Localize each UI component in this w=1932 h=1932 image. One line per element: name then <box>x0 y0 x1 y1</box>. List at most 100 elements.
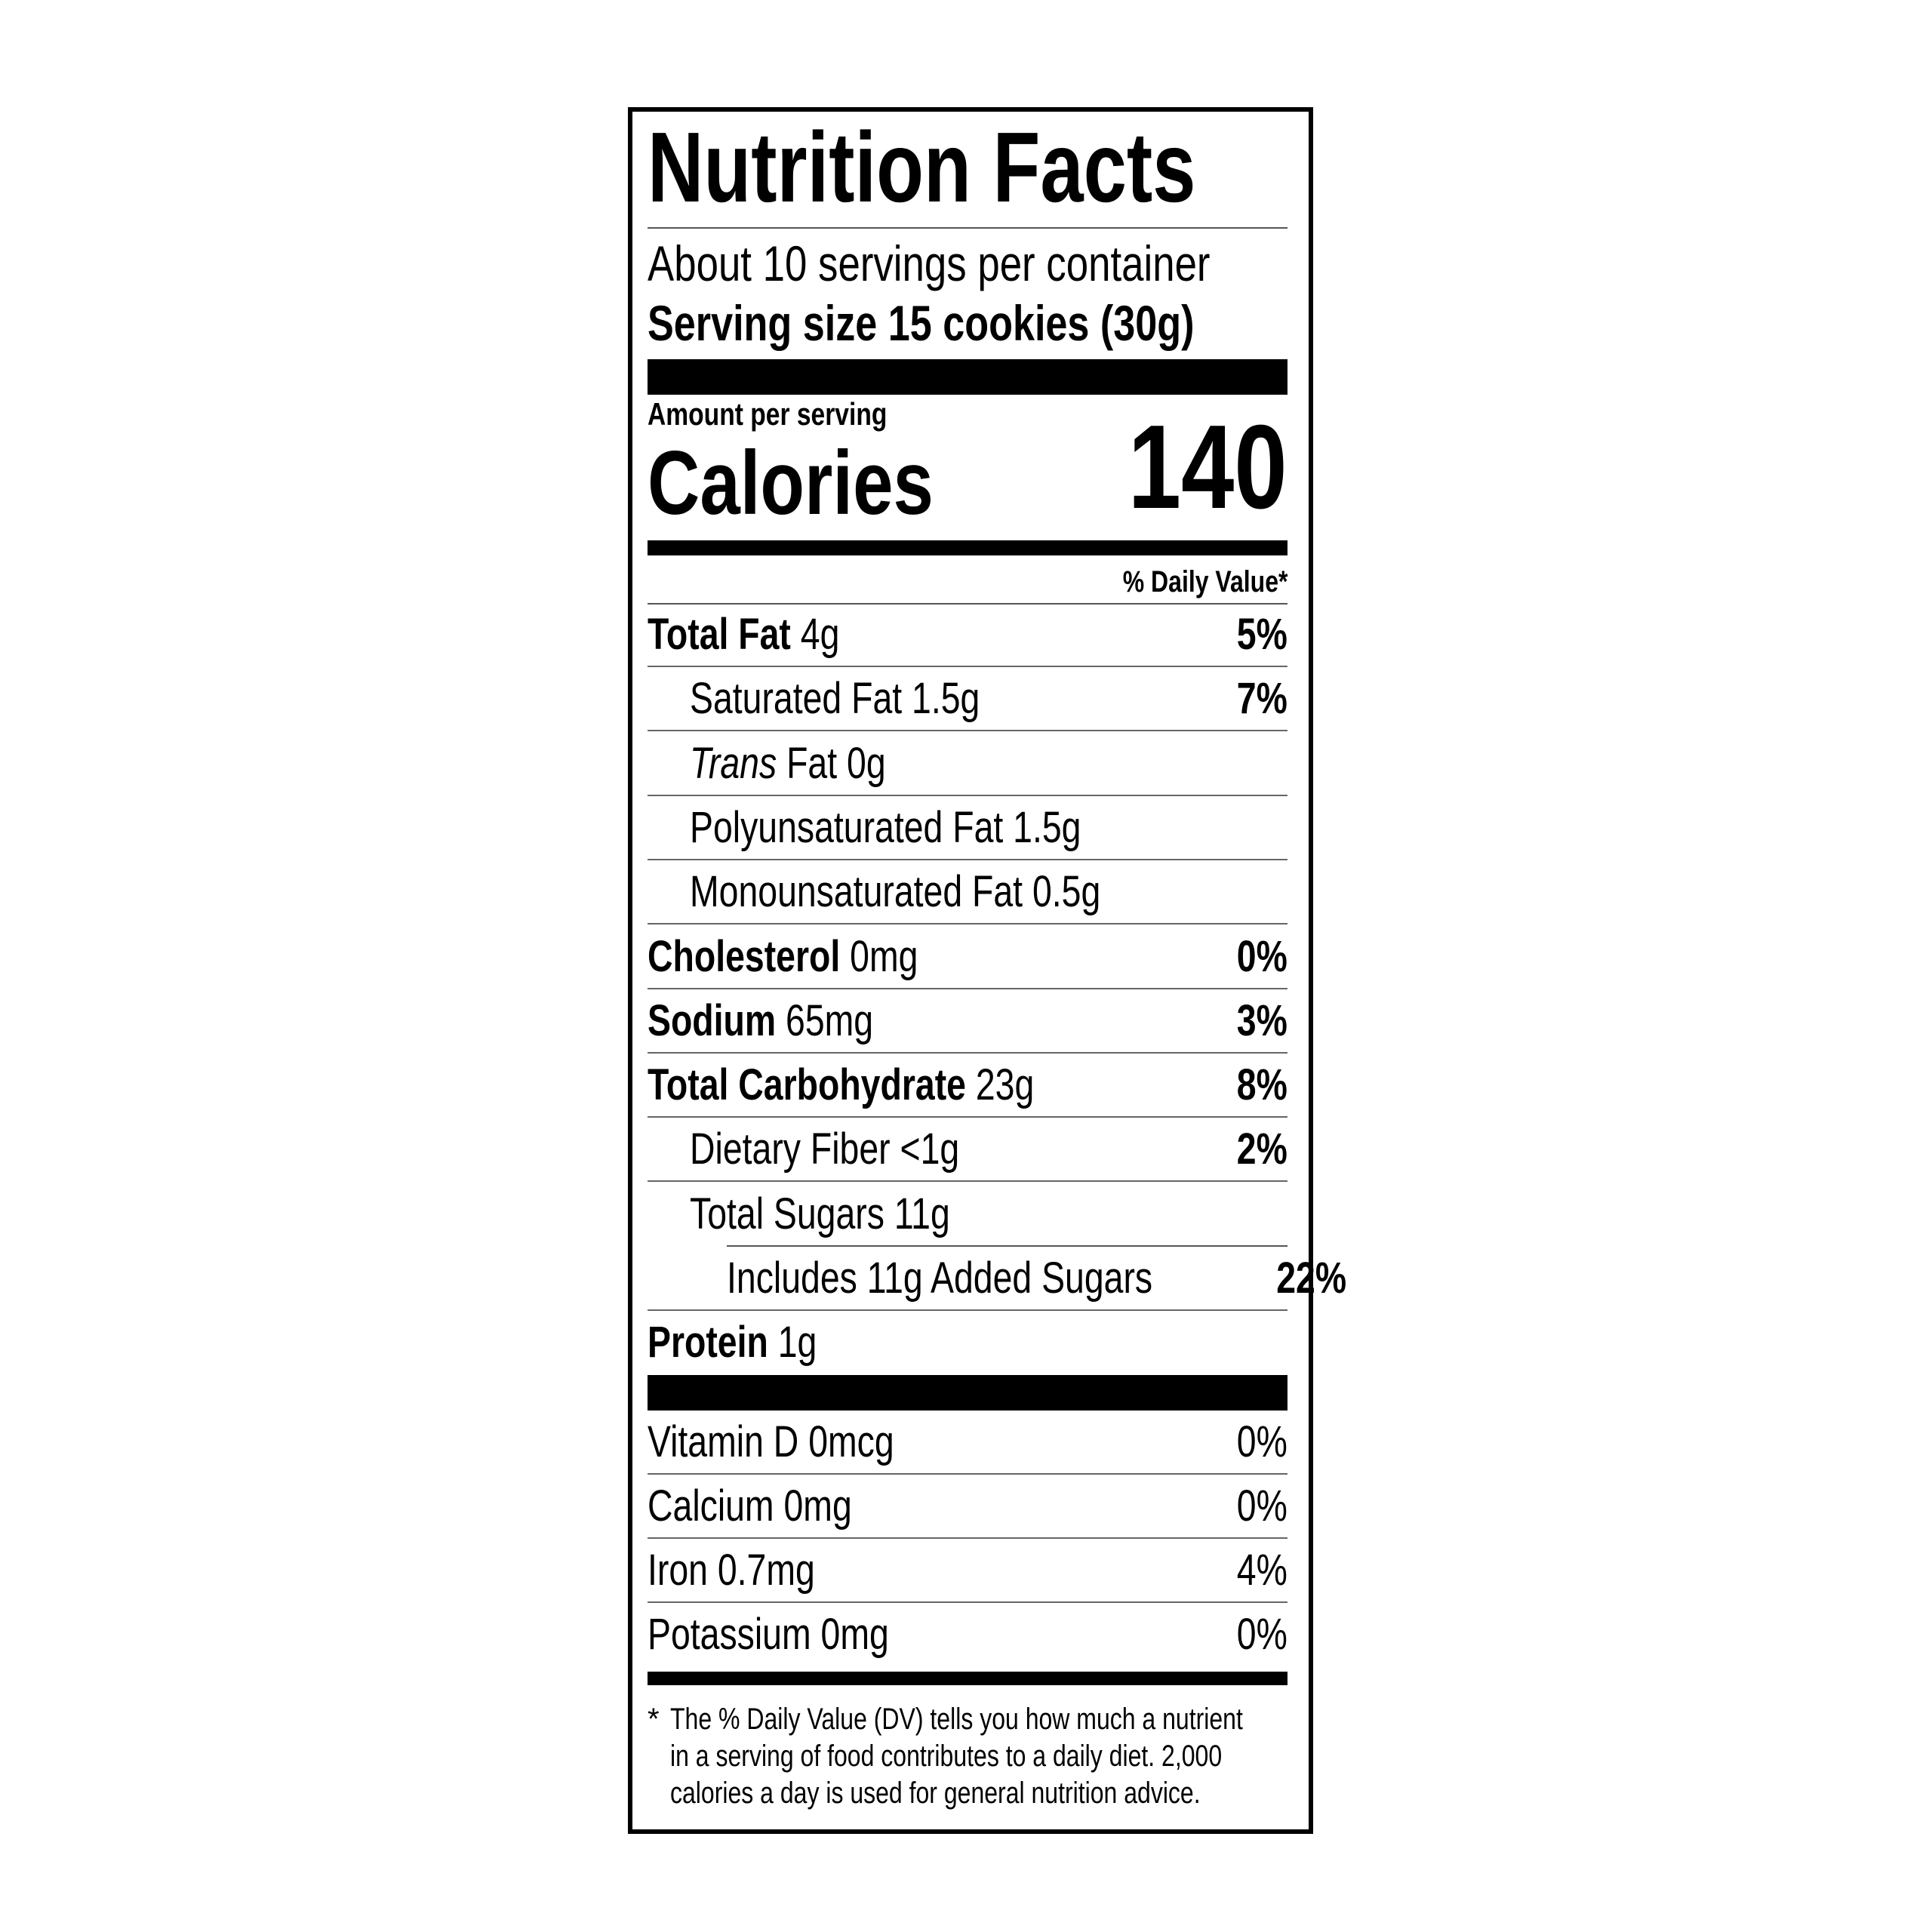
nutrient-name-suffix: Fat <box>786 738 838 788</box>
nutrient-name: Cholesterol <box>648 931 841 981</box>
vitamin-row: Calcium 0mg 0% <box>648 1475 1287 1539</box>
vitamin-name: Potassium <box>648 1610 811 1659</box>
nutrient-dv: 3% <box>1224 995 1287 1046</box>
thick-divider <box>648 1375 1287 1411</box>
nutrient-amount: 65mg <box>786 995 874 1045</box>
nutrient-row: Total Fat 4g 5% <box>648 603 1287 667</box>
nutrient-amount: 1g <box>777 1318 817 1367</box>
nutrient-row: Sodium 65mg 3% <box>648 989 1287 1054</box>
nutrient-label: Cholesterol 0mg <box>648 931 1224 982</box>
nutrient-label: Polyunsaturated Fat 1.5g <box>648 802 1287 853</box>
nutrient-row: Saturated Fat 1.5g 7% <box>648 667 1287 732</box>
nutrient-text: Total Sugars 11g <box>690 1189 950 1239</box>
divider <box>727 1245 1287 1247</box>
nutrient-row: Dietary Fiber <1g 2% <box>648 1118 1287 1183</box>
servings-text: About 10 servings per container <box>648 235 1211 291</box>
nutrient-label: Sodium 65mg <box>648 995 1224 1046</box>
nutrient-row: Cholesterol 0mg 0% <box>648 925 1287 989</box>
vitamin-amount: 0.7mg <box>717 1546 815 1595</box>
nutrient-name: Monounsaturated Fat <box>690 867 1023 917</box>
nutrient-label: Trans Fat 0g <box>648 738 1287 789</box>
nutrient-dv-text: 8% <box>1236 1060 1287 1110</box>
vitamin-row: Iron 0.7mg 4% <box>648 1539 1287 1603</box>
vitamin-name: Iron <box>648 1546 708 1595</box>
nutrient-amount: 0g <box>847 738 886 788</box>
nutrient-name: Polyunsaturated Fat <box>690 802 1004 852</box>
vitamin-dv-text: 0% <box>1236 1481 1287 1531</box>
footnote-marker: * <box>648 1703 660 1736</box>
nutrient-text: Polyunsaturated Fat 1.5g <box>690 802 1081 853</box>
nutrient-dv-text: 7% <box>1236 674 1287 724</box>
vitamin-label: Iron 0.7mg <box>648 1545 1224 1595</box>
nutrient-dv: 22% <box>1259 1253 1346 1303</box>
vitamin-label: Calcium 0mg <box>648 1481 1224 1531</box>
nutrient-label: Saturated Fat 1.5g <box>648 673 1224 724</box>
nutrient-text: Total Fat 4g <box>648 609 839 660</box>
nutrient-amount: 23g <box>975 1060 1035 1110</box>
amount-per-serving: Amount per serving <box>648 397 964 432</box>
vitamin-dv: 0% <box>1224 1417 1287 1467</box>
vitamin-name: Calcium <box>648 1481 774 1531</box>
nutrient-name: Sodium <box>648 995 777 1045</box>
nutrient-text: Dietary Fiber <1g <box>690 1124 959 1174</box>
nutrient-name: Total Sugars <box>690 1189 884 1238</box>
servings-per-container: About 10 servings per container <box>648 235 1287 292</box>
nutrient-row: Total Sugars 11g <box>648 1183 1287 1245</box>
nutrient-label: Includes 11g Added Sugars <box>648 1253 1259 1303</box>
calories-value-text: 140 <box>1128 401 1287 534</box>
nutrient-row: Total Carbohydrate 23g 8% <box>648 1054 1287 1118</box>
nutrient-text: Includes 11g Added Sugars <box>727 1253 1152 1303</box>
nutrient-dv: 7% <box>1224 673 1287 724</box>
vitamin-dv-text: 0% <box>1236 1610 1287 1659</box>
nutrient-label: Total Carbohydrate 23g <box>648 1060 1224 1110</box>
daily-value-header: % Daily Value* <box>648 565 1287 599</box>
nutrient-amount: 4g <box>800 610 840 659</box>
vitamin-text: Vitamin D 0mcg <box>648 1417 894 1467</box>
nutrient-text: Cholesterol 0mg <box>648 931 918 982</box>
nutrient-name: Total Fat <box>648 610 791 659</box>
vitamin-dv: 0% <box>1224 1481 1287 1531</box>
footnote-line: in a serving of food contributes to a da… <box>670 1740 1223 1773</box>
medium-divider <box>648 1672 1287 1685</box>
serving-size-text: Serving size 15 cookies (30g) <box>648 295 1195 351</box>
vitamin-text: Calcium 0mg <box>648 1481 852 1531</box>
vitamin-label: Potassium 0mg <box>648 1609 1224 1660</box>
footnote-line: The % Daily Value (DV) tells you how muc… <box>670 1703 1243 1736</box>
nutrient-dv-text: 3% <box>1236 995 1287 1045</box>
nutrient-label: Protein 1g <box>648 1317 1287 1367</box>
medium-divider <box>648 540 1287 555</box>
vitamin-dv: 0% <box>1224 1609 1287 1660</box>
nutrient-dv-text: 0% <box>1236 931 1287 981</box>
amount-per-serving-text: Amount per serving <box>648 396 888 432</box>
nutrition-facts-label: Nutrition Facts About 10 servings per co… <box>628 107 1346 1834</box>
nutrient-dv-text: 2% <box>1236 1124 1287 1174</box>
divider <box>648 227 1287 229</box>
nutrient-amount: 11g <box>894 1189 950 1238</box>
nutrient-name: Includes 11g Added Sugars <box>727 1254 1153 1303</box>
vitamin-text: Iron 0.7mg <box>648 1545 815 1595</box>
nutrient-dv: 8% <box>1224 1060 1287 1110</box>
nutrient-dv: 5% <box>1224 609 1287 660</box>
footnote-line: calories a day is used for general nutri… <box>670 1777 1201 1810</box>
nutrient-text: Total Carbohydrate 23g <box>648 1060 1034 1110</box>
nutrient-amount: 1.5g <box>912 674 980 724</box>
nutrient-amount: 1.5g <box>1013 802 1081 852</box>
nutrient-name: Total Carbohydrate <box>648 1060 966 1110</box>
nutrient-text: Saturated Fat 1.5g <box>690 673 980 724</box>
thick-divider <box>648 359 1287 395</box>
calories-label-text: Calories <box>648 432 934 534</box>
nutrient-label: Total Sugars 11g <box>648 1189 1287 1239</box>
nutrient-text: Trans Fat 0g <box>690 738 886 789</box>
serving-size: Serving size 15 cookies (30g) <box>648 294 1287 352</box>
nutrient-row: Protein 1g <box>648 1311 1287 1374</box>
vitamin-name: Vitamin D <box>648 1417 799 1466</box>
vitamin-amount: 0mcg <box>808 1417 894 1466</box>
nutrient-row: Includes 11g Added Sugars 22% <box>648 1247 1346 1311</box>
nutrient-row: Monounsaturated Fat 0.5g <box>648 860 1287 925</box>
nutrient-amount: 0mg <box>850 931 918 981</box>
vitamin-label: Vitamin D 0mcg <box>648 1417 1224 1467</box>
nutrient-text: Monounsaturated Fat 0.5g <box>690 866 1100 917</box>
nutrient-row: Polyunsaturated Fat 1.5g <box>648 796 1287 860</box>
calories-value: 140 <box>1055 408 1287 527</box>
vitamin-amount: 0mg <box>820 1610 889 1659</box>
